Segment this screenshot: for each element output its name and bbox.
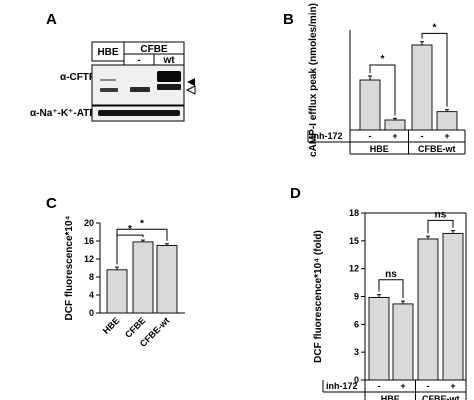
group-label: HBE (370, 144, 389, 154)
bar (156, 245, 178, 314)
lane-header-cfbe: CFBE (140, 44, 168, 55)
treatment-value: + (450, 381, 455, 391)
bar (359, 79, 381, 131)
y-tick-label: 0 (89, 308, 94, 318)
panel-d-label: D (290, 185, 301, 202)
hbe-band-lower (100, 88, 118, 92)
treatment-value: - (427, 381, 430, 391)
significance-label: * (381, 54, 385, 65)
group-label: CFBE-wt (422, 394, 460, 400)
y-tick-label: 6 (354, 319, 359, 329)
significance-label: * (140, 218, 144, 229)
bar (417, 238, 439, 381)
row-label-cftr: α-CFTR (60, 72, 97, 83)
bar (106, 269, 128, 314)
atpase-band (98, 110, 180, 116)
y-tick-label: 15 (349, 236, 359, 246)
western-blot: HBE CFBE - wt α-CFTR α-Na⁺-K⁺-ATPase (30, 41, 196, 122)
sub-header-wt: wt (162, 55, 175, 66)
y-tick-label: 4 (89, 290, 94, 300)
bar (436, 111, 458, 131)
filled-triangle-icon (187, 78, 195, 86)
treatment-label: inh-172 (326, 381, 358, 391)
bar (442, 232, 464, 381)
y-tick-label: 16 (84, 236, 94, 246)
significance-label: ns (385, 269, 397, 280)
y-tick-label: 0 (354, 375, 359, 385)
y-tick-label: 20 (84, 218, 94, 228)
y-tick-label: 12 (349, 264, 359, 274)
bar (392, 303, 414, 381)
wt-band-lower (157, 84, 181, 90)
y-axis-label: DCF fluorescence*10⁴ (fold) (313, 230, 324, 363)
y-tick-label: 18 (349, 208, 359, 218)
y-tick-label: 3 (354, 347, 359, 357)
panel-b-label: B (283, 11, 294, 28)
panel-a-label: A (46, 11, 57, 28)
group-label: CFBE-wt (418, 144, 456, 154)
treatment-label: inh-172 (311, 131, 343, 141)
treatment-value: + (400, 381, 405, 391)
bar (384, 119, 406, 131)
panel-c-label: C (46, 195, 57, 212)
significance-bracket (421, 32, 448, 107)
row-label-atpase: α-Na⁺-K⁺-ATPase (30, 108, 113, 119)
y-tick-label: 9 (354, 292, 359, 302)
x-category-label: HBE (101, 315, 122, 336)
treatment-value: - (421, 131, 424, 141)
treatment-value: - (369, 131, 372, 141)
significance-bracket (378, 279, 404, 299)
group-label: HBE (381, 394, 400, 400)
hbe-band-upper (100, 79, 116, 81)
bar (132, 241, 154, 314)
treatment-value: + (392, 131, 397, 141)
significance-bracket (427, 219, 454, 234)
cfbe-band-lower (130, 87, 150, 92)
significance-label: ns (435, 209, 447, 220)
open-triangle-icon (185, 85, 196, 95)
y-tick-label: 8 (89, 272, 94, 282)
treatment-value: - (378, 381, 381, 391)
y-axis-label: cAMP-I efflux peak (nmoles/min) (308, 3, 319, 157)
wt-band-upper (157, 71, 181, 82)
significance-bracket (369, 64, 396, 116)
sub-header-minus: - (137, 55, 140, 66)
treatment-value: + (444, 131, 449, 141)
y-axis-label: DCF fluorescence*10⁴ (64, 215, 75, 320)
chart-b: cAMP-I efflux peak (nmoles/min) * * inh-172… (307, 3, 466, 157)
bar (368, 296, 390, 381)
significance-label: * (433, 22, 437, 33)
y-tick-label: 12 (84, 254, 94, 264)
significance-bracket (116, 228, 168, 265)
bar (411, 44, 433, 131)
lane-header-hbe: HBE (97, 47, 118, 58)
chart-d: 0 3 6 9 12 15 18 DCF fluorescence*10⁴ (fold) ns n… (313, 208, 467, 400)
